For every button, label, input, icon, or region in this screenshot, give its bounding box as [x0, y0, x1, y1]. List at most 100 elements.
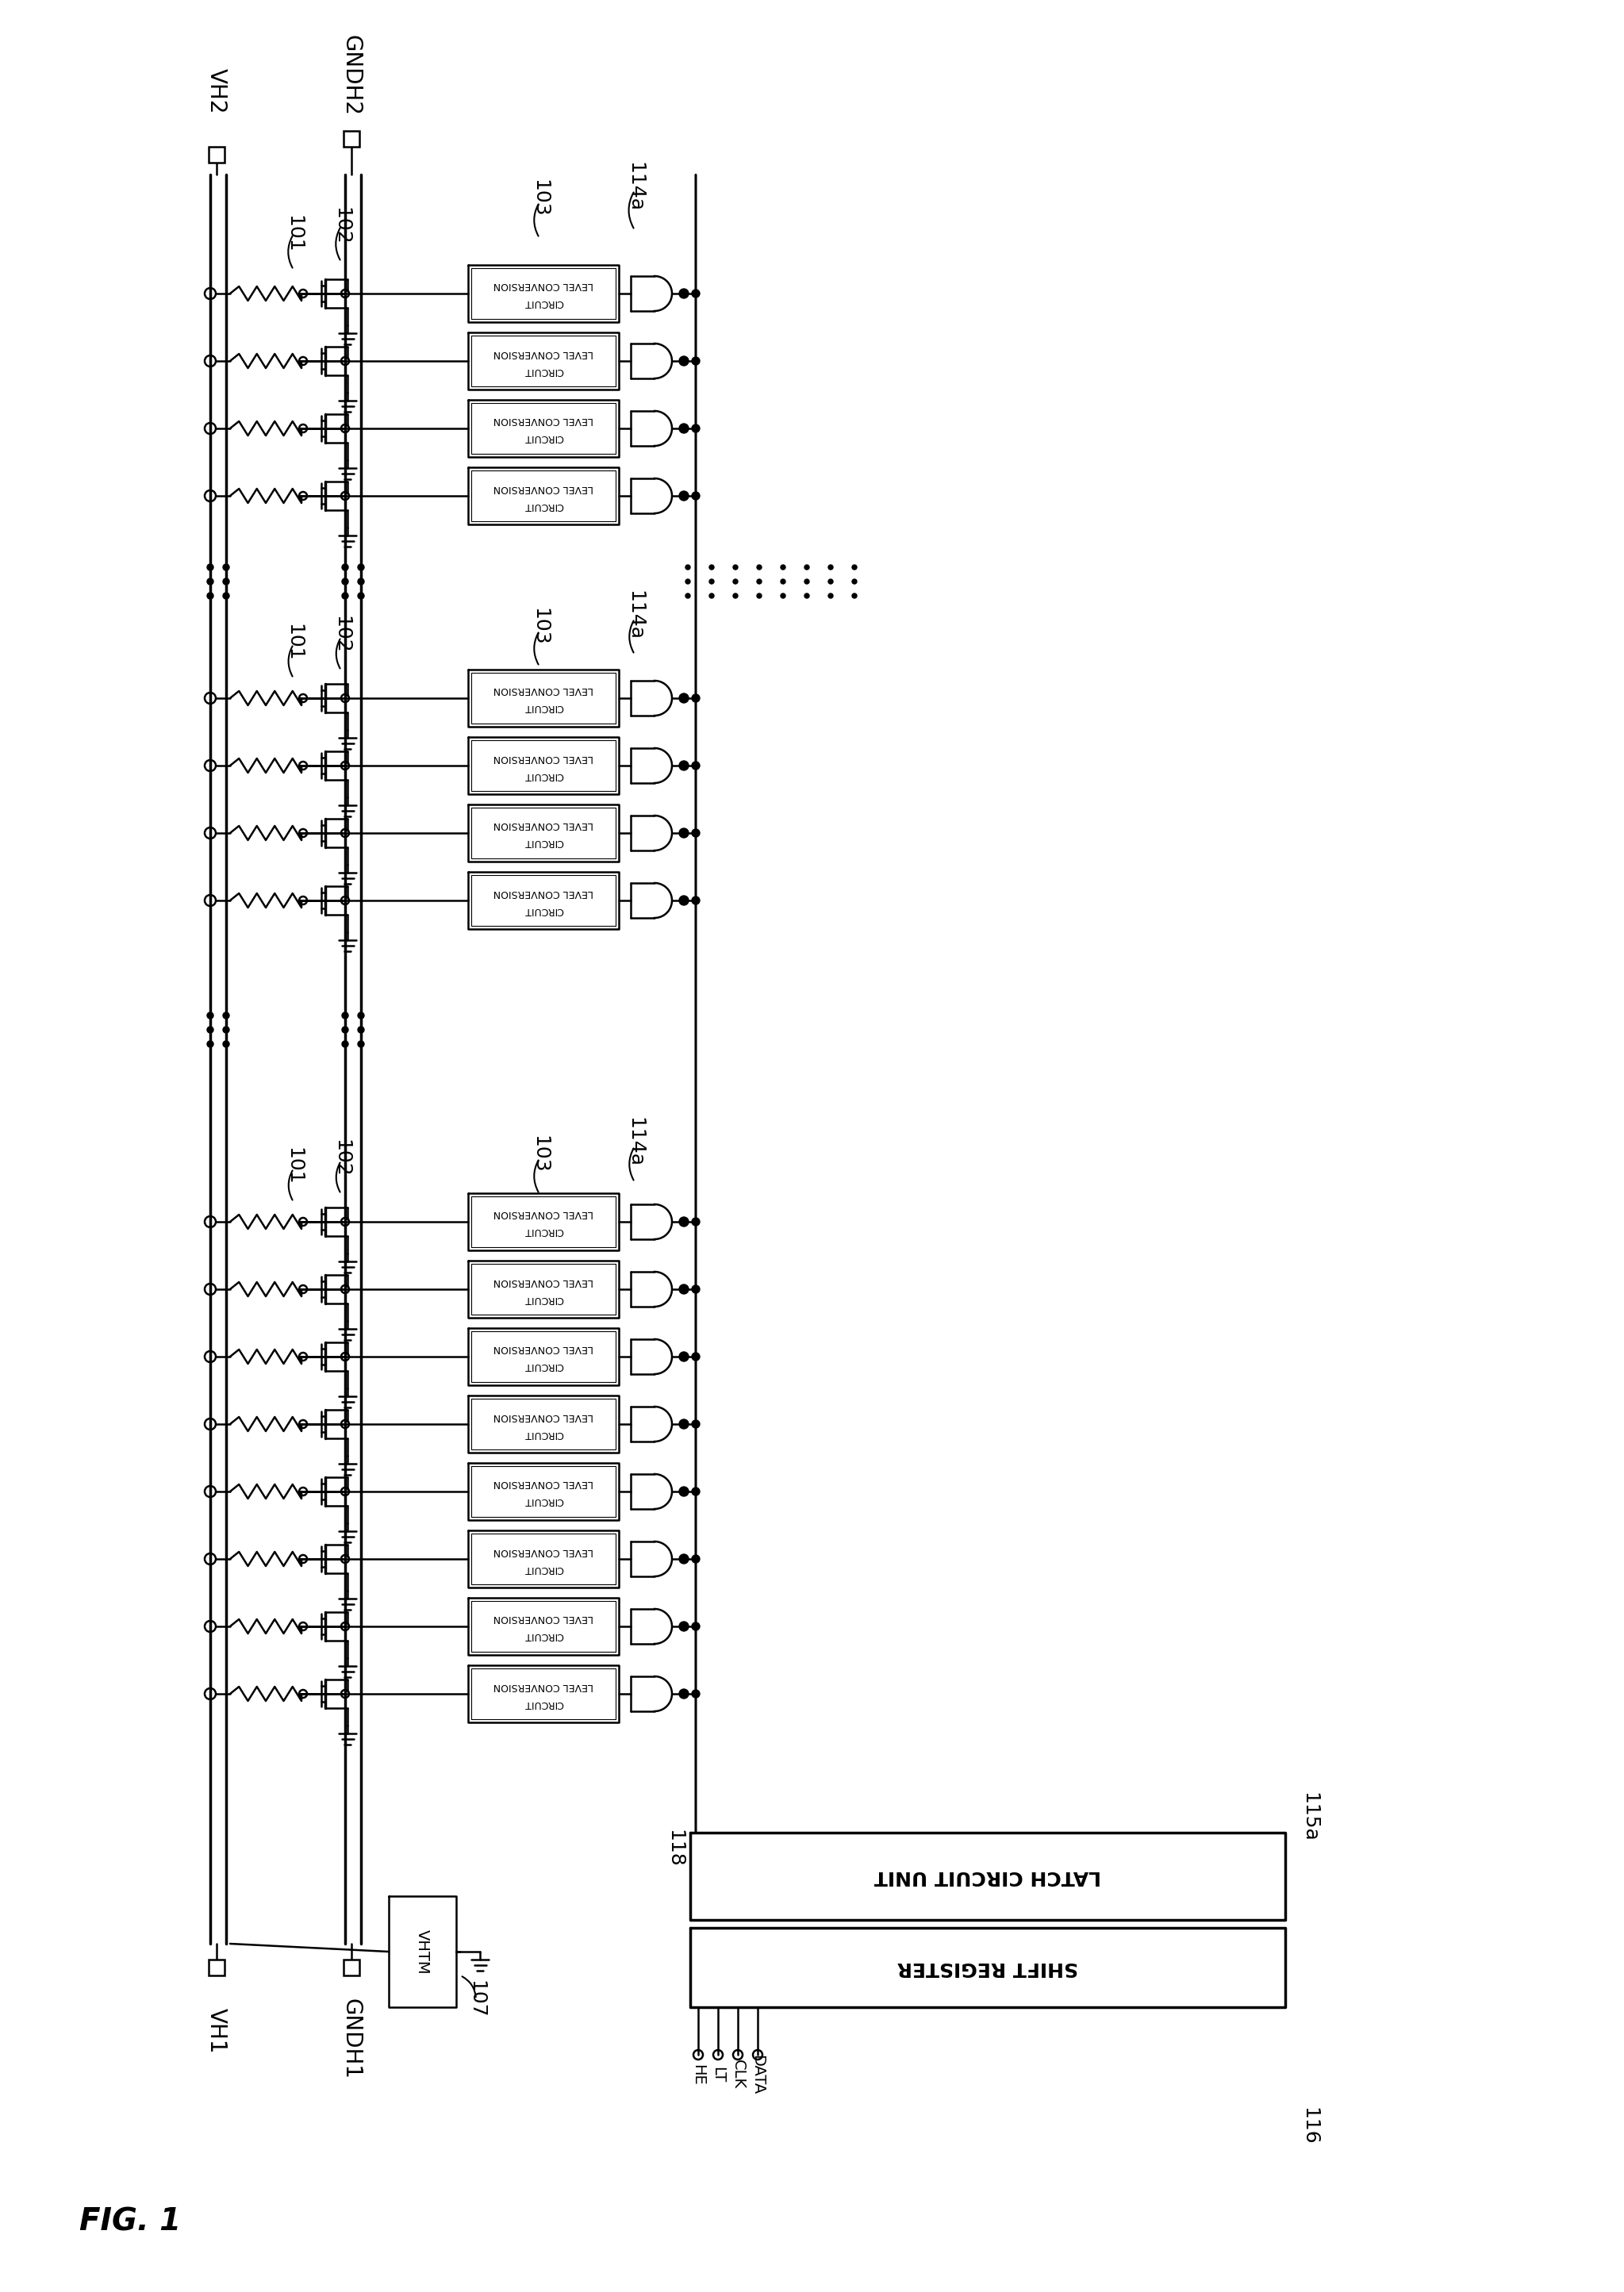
Bar: [344, 1960, 359, 1976]
Circle shape: [804, 580, 809, 584]
Text: VH2: VH2: [206, 69, 227, 115]
Circle shape: [692, 1352, 700, 1361]
Circle shape: [692, 1217, 700, 1226]
Text: VHTM: VHTM: [414, 1930, 430, 1973]
Circle shape: [357, 1027, 364, 1034]
Circle shape: [692, 493, 700, 500]
Circle shape: [685, 594, 690, 598]
Text: LEVEL CONVERSION: LEVEL CONVERSION: [494, 685, 593, 694]
Circle shape: [679, 289, 689, 298]
Text: LEVEL CONVERSION: LEVEL CONVERSION: [494, 280, 593, 291]
Text: 118: 118: [664, 1829, 684, 1868]
Text: CIRCUIT: CIRCUIT: [523, 1361, 564, 1371]
Circle shape: [343, 564, 348, 571]
Circle shape: [343, 578, 348, 584]
Text: CIRCUIT: CIRCUIT: [523, 1698, 564, 1708]
Text: CIRCUIT: CIRCUIT: [523, 298, 564, 307]
Circle shape: [222, 1041, 229, 1047]
Text: 102: 102: [331, 206, 351, 245]
Text: DATA: DATA: [750, 2054, 765, 2095]
Text: CIRCUIT: CIRCUIT: [523, 1497, 564, 1506]
Circle shape: [208, 594, 213, 598]
Circle shape: [710, 564, 715, 571]
Text: FIG. 1: FIG. 1: [80, 2207, 180, 2237]
Text: CIRCUIT: CIRCUIT: [523, 500, 564, 511]
Circle shape: [828, 594, 833, 598]
Circle shape: [679, 1419, 689, 1428]
Text: GNDH1: GNDH1: [341, 1999, 362, 2079]
Circle shape: [679, 694, 689, 704]
Circle shape: [343, 594, 348, 598]
Circle shape: [692, 761, 700, 770]
Circle shape: [781, 564, 786, 571]
Text: 107: 107: [466, 1980, 486, 2019]
Text: LEVEL CONVERSION: LEVEL CONVERSION: [494, 752, 593, 763]
Circle shape: [692, 1689, 700, 1698]
Text: LEVEL CONVERSION: LEVEL CONVERSION: [494, 887, 593, 898]
Circle shape: [685, 564, 690, 571]
Circle shape: [222, 1027, 229, 1034]
Circle shape: [679, 424, 689, 433]
Text: CIRCUIT: CIRCUIT: [523, 364, 564, 376]
Text: 103: 103: [529, 1135, 549, 1174]
Circle shape: [853, 564, 857, 571]
Text: 114a: 114a: [625, 1118, 645, 1167]
Circle shape: [679, 761, 689, 770]
Circle shape: [679, 490, 689, 500]
Text: 102: 102: [331, 1139, 351, 1178]
Circle shape: [343, 1041, 348, 1047]
Circle shape: [828, 564, 833, 571]
Circle shape: [692, 424, 700, 433]
Circle shape: [781, 594, 786, 598]
Circle shape: [692, 1554, 700, 1563]
Circle shape: [732, 594, 737, 598]
Text: CIRCUIT: CIRCUIT: [523, 1226, 564, 1235]
Text: LEVEL CONVERSION: LEVEL CONVERSION: [494, 484, 593, 493]
Text: CIRCUIT: CIRCUIT: [523, 1563, 564, 1575]
Circle shape: [692, 1488, 700, 1494]
Text: LEVEL CONVERSION: LEVEL CONVERSION: [494, 1614, 593, 1623]
Text: 101: 101: [284, 623, 304, 662]
Circle shape: [679, 1217, 689, 1226]
Text: CLK: CLK: [731, 2061, 745, 2090]
Text: 101: 101: [284, 1148, 304, 1185]
Text: 102: 102: [331, 617, 351, 653]
Circle shape: [692, 289, 700, 298]
Circle shape: [208, 1013, 213, 1018]
Text: LT: LT: [710, 2067, 726, 2083]
Text: GNDH2: GNDH2: [341, 34, 362, 117]
Text: LEVEL CONVERSION: LEVEL CONVERSION: [494, 1680, 593, 1691]
Circle shape: [732, 564, 737, 571]
Circle shape: [357, 594, 364, 598]
Text: 103: 103: [529, 179, 549, 218]
Circle shape: [222, 1013, 229, 1018]
Bar: [208, 147, 224, 163]
Circle shape: [685, 580, 690, 584]
Circle shape: [804, 594, 809, 598]
Bar: [208, 1960, 224, 1976]
Circle shape: [679, 1689, 689, 1698]
Circle shape: [679, 896, 689, 905]
Circle shape: [222, 564, 229, 571]
Text: LEVEL CONVERSION: LEVEL CONVERSION: [494, 1478, 593, 1490]
Circle shape: [679, 1284, 689, 1295]
Text: LEVEL CONVERSION: LEVEL CONVERSION: [494, 348, 593, 358]
Text: SHIFT REGISTER: SHIFT REGISTER: [896, 1957, 1078, 1978]
Circle shape: [343, 1027, 348, 1034]
Circle shape: [692, 830, 700, 837]
Circle shape: [222, 578, 229, 584]
Text: LEVEL CONVERSION: LEVEL CONVERSION: [494, 415, 593, 426]
Circle shape: [357, 564, 364, 571]
Text: CIRCUIT: CIRCUIT: [523, 433, 564, 442]
Circle shape: [710, 580, 715, 584]
Circle shape: [357, 1041, 364, 1047]
Circle shape: [692, 358, 700, 364]
Circle shape: [853, 594, 857, 598]
Circle shape: [679, 355, 689, 367]
Text: CIRCUIT: CIRCUIT: [523, 770, 564, 779]
Text: 103: 103: [529, 607, 549, 646]
Circle shape: [692, 896, 700, 905]
Text: LEVEL CONVERSION: LEVEL CONVERSION: [494, 1208, 593, 1219]
Circle shape: [679, 1352, 689, 1361]
Circle shape: [343, 1013, 348, 1018]
